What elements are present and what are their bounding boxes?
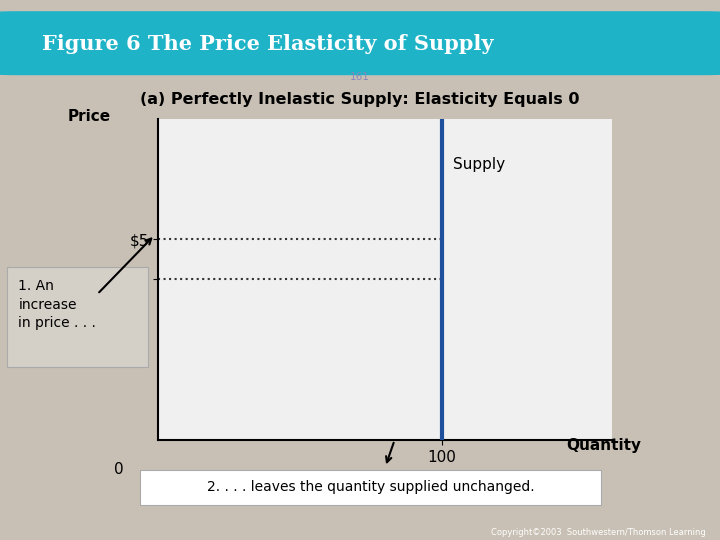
FancyBboxPatch shape (0, 12, 720, 75)
Text: Quantity: Quantity (566, 438, 641, 453)
Text: 2. . . . leaves the quantity supplied unchanged.: 2. . . . leaves the quantity supplied un… (207, 481, 535, 494)
Text: Copyright©2003  Southwestern/Thomson Learning: Copyright©2003 Southwestern/Thomson Lear… (491, 528, 706, 537)
Text: (a) Perfectly Inelastic Supply: Elasticity Equals 0: (a) Perfectly Inelastic Supply: Elastici… (140, 92, 580, 107)
Text: Supply: Supply (454, 157, 505, 172)
Text: 1. An
increase
in price . . .: 1. An increase in price . . . (19, 279, 96, 330)
Text: Figure 6 The Price Elasticity of Supply: Figure 6 The Price Elasticity of Supply (42, 34, 493, 55)
Text: 161: 161 (350, 72, 370, 83)
Text: Price: Price (68, 109, 111, 124)
FancyBboxPatch shape (7, 267, 148, 367)
Text: 0: 0 (114, 462, 124, 477)
FancyBboxPatch shape (140, 470, 601, 505)
